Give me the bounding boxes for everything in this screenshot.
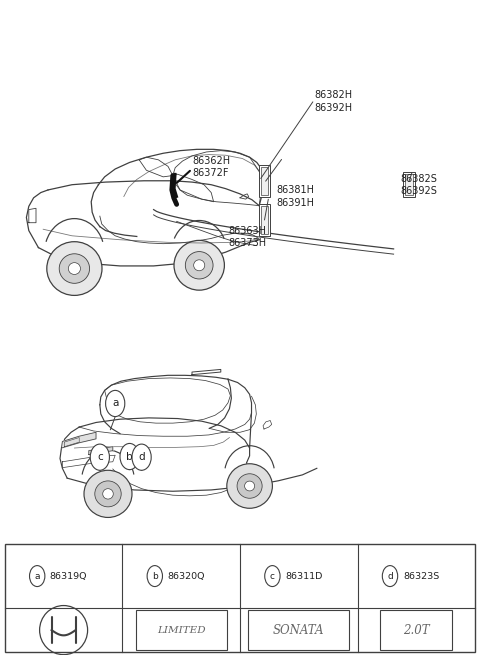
Ellipse shape xyxy=(227,464,273,508)
Text: 86319Q: 86319Q xyxy=(49,572,87,580)
Ellipse shape xyxy=(245,481,254,491)
FancyBboxPatch shape xyxy=(259,165,270,196)
Text: 86381H
86391H: 86381H 86391H xyxy=(276,185,314,208)
Text: SONATA: SONATA xyxy=(273,624,324,637)
Text: 86363H
86373H: 86363H 86373H xyxy=(228,226,266,248)
Circle shape xyxy=(90,444,109,470)
Polygon shape xyxy=(61,432,96,448)
Ellipse shape xyxy=(95,481,121,507)
Text: 86382H
86392H: 86382H 86392H xyxy=(314,90,352,113)
Ellipse shape xyxy=(84,470,132,517)
FancyBboxPatch shape xyxy=(249,610,349,650)
Text: LIMITED: LIMITED xyxy=(157,626,205,635)
Circle shape xyxy=(30,565,45,587)
Circle shape xyxy=(147,565,162,587)
Text: b: b xyxy=(152,572,157,580)
Ellipse shape xyxy=(185,252,213,279)
Circle shape xyxy=(264,565,280,587)
Circle shape xyxy=(382,565,397,587)
Ellipse shape xyxy=(237,474,262,498)
Text: c: c xyxy=(270,572,275,580)
Text: 86323S: 86323S xyxy=(403,572,439,580)
Polygon shape xyxy=(89,447,113,455)
FancyBboxPatch shape xyxy=(259,204,270,236)
Text: a: a xyxy=(112,398,119,409)
FancyBboxPatch shape xyxy=(403,172,415,196)
Text: a: a xyxy=(35,572,40,580)
Ellipse shape xyxy=(174,240,224,290)
Text: d: d xyxy=(387,572,393,580)
FancyBboxPatch shape xyxy=(135,610,227,650)
Text: c: c xyxy=(97,452,103,462)
Text: d: d xyxy=(138,452,145,462)
FancyBboxPatch shape xyxy=(261,206,268,234)
FancyBboxPatch shape xyxy=(5,544,475,652)
Ellipse shape xyxy=(103,489,113,499)
FancyBboxPatch shape xyxy=(405,174,413,195)
Text: 86320Q: 86320Q xyxy=(167,572,205,580)
Text: b: b xyxy=(126,451,133,462)
Ellipse shape xyxy=(59,253,90,284)
FancyBboxPatch shape xyxy=(380,610,452,650)
Ellipse shape xyxy=(68,263,81,274)
FancyBboxPatch shape xyxy=(261,167,268,195)
Circle shape xyxy=(106,390,125,417)
Text: 86362H
86372F: 86362H 86372F xyxy=(192,156,230,178)
Text: 86311D: 86311D xyxy=(285,572,322,580)
Circle shape xyxy=(120,443,139,470)
Text: 86382S
86392S: 86382S 86392S xyxy=(401,174,438,196)
Ellipse shape xyxy=(47,242,102,295)
Text: 2.0T: 2.0T xyxy=(403,624,430,637)
Circle shape xyxy=(132,444,151,470)
Ellipse shape xyxy=(193,260,205,271)
